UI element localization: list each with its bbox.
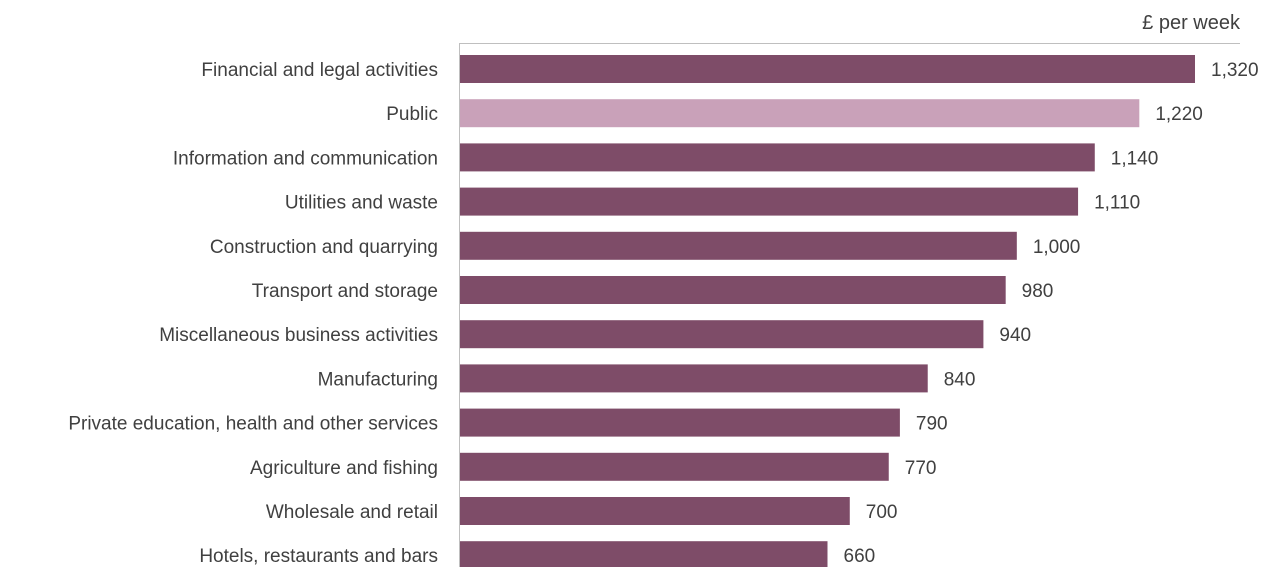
category-label-0: Financial and legal activities [201,60,438,81]
value-label-1: 1,220 [1155,104,1203,125]
category-label-5: Transport and storage [252,281,438,302]
bar-6 [460,320,984,349]
category-label-10: Wholesale and retail [266,502,438,523]
value-label-4: 1,000 [1033,237,1081,258]
unit-label: £ per week [1142,12,1241,34]
category-label-7: Manufacturing [318,369,438,390]
value-label-0: 1,320 [1211,60,1259,81]
value-label-7: 840 [944,369,976,390]
category-label-9: Agriculture and fishing [250,458,438,479]
category-label-2: Information and communication [173,148,438,169]
bar-5 [460,276,1006,304]
category-label-4: Construction and quarrying [210,237,438,258]
bar-10 [460,497,850,525]
value-label-10: 700 [866,502,898,523]
value-labels: 1,320 1,220 1,140 1,110 1,000 980 940 840 790 770… [844,60,1259,567]
bar-0 [460,55,1195,83]
bar-11 [460,541,828,567]
value-label-6: 940 [999,325,1031,346]
category-label-1: Public [386,104,438,125]
bar-8 [460,408,900,437]
category-label-11: Hotels, restaurants and bars [199,546,438,567]
value-label-9: 770 [905,458,937,479]
bar-3 [460,187,1079,216]
bar-series [460,55,1195,567]
value-label-11: 660 [844,546,876,567]
category-label-8: Private education, health and other serv… [68,414,438,435]
category-label-6: Miscellaneous business activities [159,325,438,346]
value-label-3: 1,110 [1094,193,1140,214]
bar-9 [460,452,889,481]
value-label-8: 790 [916,414,948,435]
category-label-3: Utilities and waste [285,193,438,214]
value-label-2: 1,140 [1111,148,1159,169]
bar-7 [460,364,928,393]
value-label-5: 980 [1022,281,1054,302]
bar-2 [460,143,1095,172]
bar-1 [460,99,1140,128]
category-labels: Financial and legal activities Public Inf… [68,60,438,567]
bar-4 [460,231,1017,260]
